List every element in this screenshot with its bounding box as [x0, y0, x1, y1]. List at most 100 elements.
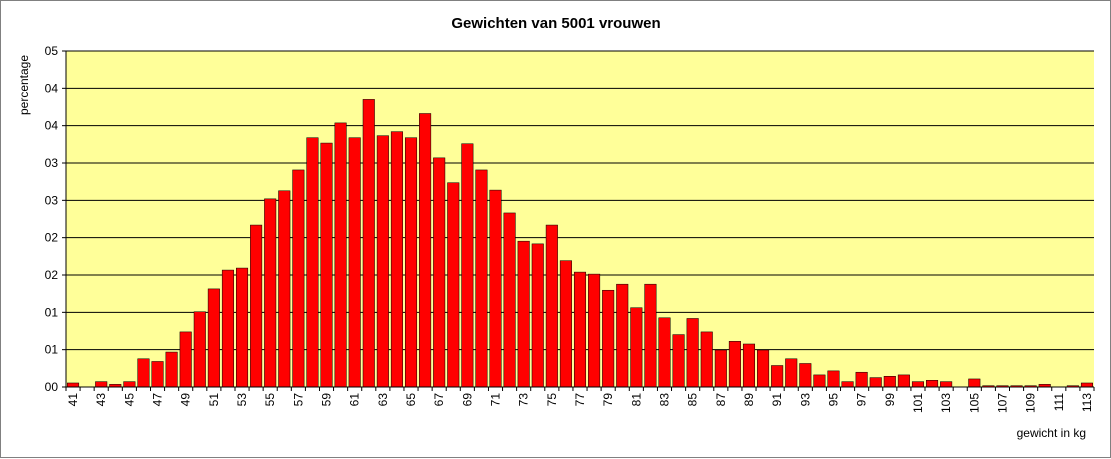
x-tick-label: 101 [911, 393, 925, 413]
bar-86 [700, 331, 713, 388]
bar-72 [503, 212, 516, 388]
bar-81 [630, 307, 643, 388]
x-tick-label: 51 [207, 393, 221, 407]
y-tick-label: 03 [45, 193, 59, 207]
x-tick-label: 93 [798, 393, 812, 407]
bars [67, 99, 1093, 388]
bar-74 [531, 243, 544, 388]
bar-60 [334, 122, 347, 388]
x-tick-label: 59 [320, 393, 334, 407]
x-tick-label: 111 [1052, 393, 1066, 412]
x-tick-label: 97 [855, 393, 869, 407]
bar-75 [545, 224, 558, 388]
x-tick-label: 95 [826, 393, 840, 407]
bar-92 [785, 358, 798, 388]
x-tick-label: 73 [517, 393, 531, 407]
x-tick-label: 47 [151, 393, 165, 407]
bar-87 [714, 349, 727, 388]
bar-85 [686, 318, 699, 388]
x-axis-label: gewicht in kg [1017, 426, 1086, 440]
bar-102 [926, 380, 939, 388]
bar-41 [67, 382, 80, 388]
bar-53 [236, 267, 249, 388]
bar-70 [475, 169, 488, 388]
x-tick-label: 55 [263, 393, 277, 407]
x-tick-label: 57 [291, 393, 305, 407]
bar-59 [320, 142, 333, 388]
chart-title: Gewichten van 5001 vrouwen [451, 15, 660, 32]
bar-94 [813, 374, 826, 388]
bar-61 [348, 137, 361, 388]
bar-45 [123, 381, 136, 388]
y-tick-label: 04 [45, 119, 59, 133]
bar-62 [362, 99, 375, 388]
x-tick-label: 103 [939, 393, 953, 413]
x-tick-label: 69 [460, 393, 474, 407]
bar-48 [165, 351, 178, 388]
bar-64 [390, 131, 403, 388]
x-tick-label: 77 [573, 393, 587, 407]
x-tick-label: 79 [601, 393, 615, 407]
x-tick-label: 41 [66, 393, 80, 407]
x-tick-labels: 41 43 45 47 49 51 53 55 57 59 61 63 65 67 69 71 73 75 77 79… [65, 387, 1095, 413]
bar-65 [404, 137, 418, 388]
x-tick-label: 85 [686, 393, 700, 407]
bar-78 [588, 273, 601, 388]
x-tick-label: 67 [432, 393, 446, 407]
bar-76 [559, 260, 572, 388]
x-tick-label: 49 [179, 393, 193, 407]
bar-97 [855, 371, 868, 388]
bar-52 [221, 269, 234, 388]
bar-80 [616, 283, 629, 388]
x-tick-label: 113 [1080, 393, 1094, 412]
bar-93 [799, 363, 812, 388]
y-tick-labels: 00 01 01 02 02 03 03 04 04 05 [45, 44, 66, 394]
x-tick-label: 53 [235, 393, 249, 407]
bar-90 [757, 349, 770, 388]
y-tick-label: 01 [45, 305, 59, 319]
bar-73 [517, 240, 530, 388]
bar-84 [672, 334, 685, 388]
bar-47 [151, 361, 164, 388]
x-tick-label: 71 [489, 393, 503, 407]
x-tick-label: 89 [742, 393, 756, 407]
bar-89 [742, 343, 756, 388]
x-tick-label: 81 [629, 393, 643, 407]
x-tick-label: 83 [657, 393, 671, 407]
bar-49 [179, 331, 192, 388]
x-tick-label: 105 [967, 393, 981, 413]
bar-82 [644, 283, 657, 388]
bar-58 [306, 137, 319, 388]
bar-88 [728, 341, 741, 388]
x-tick-label: 87 [714, 393, 728, 407]
bar-43 [95, 381, 108, 388]
bar-83 [658, 317, 671, 388]
y-tick-label: 02 [45, 268, 59, 282]
x-tick-label: 109 [1024, 393, 1038, 413]
bar-51 [207, 288, 220, 388]
x-tick-label: 61 [348, 393, 362, 407]
x-tick-label: 43 [94, 393, 108, 407]
bar-54 [250, 224, 263, 388]
bar-69 [461, 143, 474, 388]
bar-103 [940, 381, 953, 388]
bar-99 [883, 376, 896, 388]
y-tick-label: 04 [45, 81, 59, 95]
y-tick-label: 00 [45, 380, 59, 394]
bar-71 [489, 189, 502, 388]
bar-46 [137, 358, 150, 388]
x-tick-label: 107 [995, 393, 1009, 413]
y-tick-label: 03 [45, 156, 59, 170]
bar-67 [433, 157, 446, 388]
x-tick-label: 45 [122, 393, 136, 407]
bar-101 [911, 381, 925, 388]
bar-79 [602, 289, 615, 388]
y-tick-label: 05 [45, 44, 59, 58]
bar-98 [869, 377, 882, 388]
bar-63 [376, 135, 389, 388]
bar-56 [278, 190, 291, 388]
x-tick-label: 65 [404, 393, 418, 407]
x-tick-label: 91 [770, 393, 784, 407]
